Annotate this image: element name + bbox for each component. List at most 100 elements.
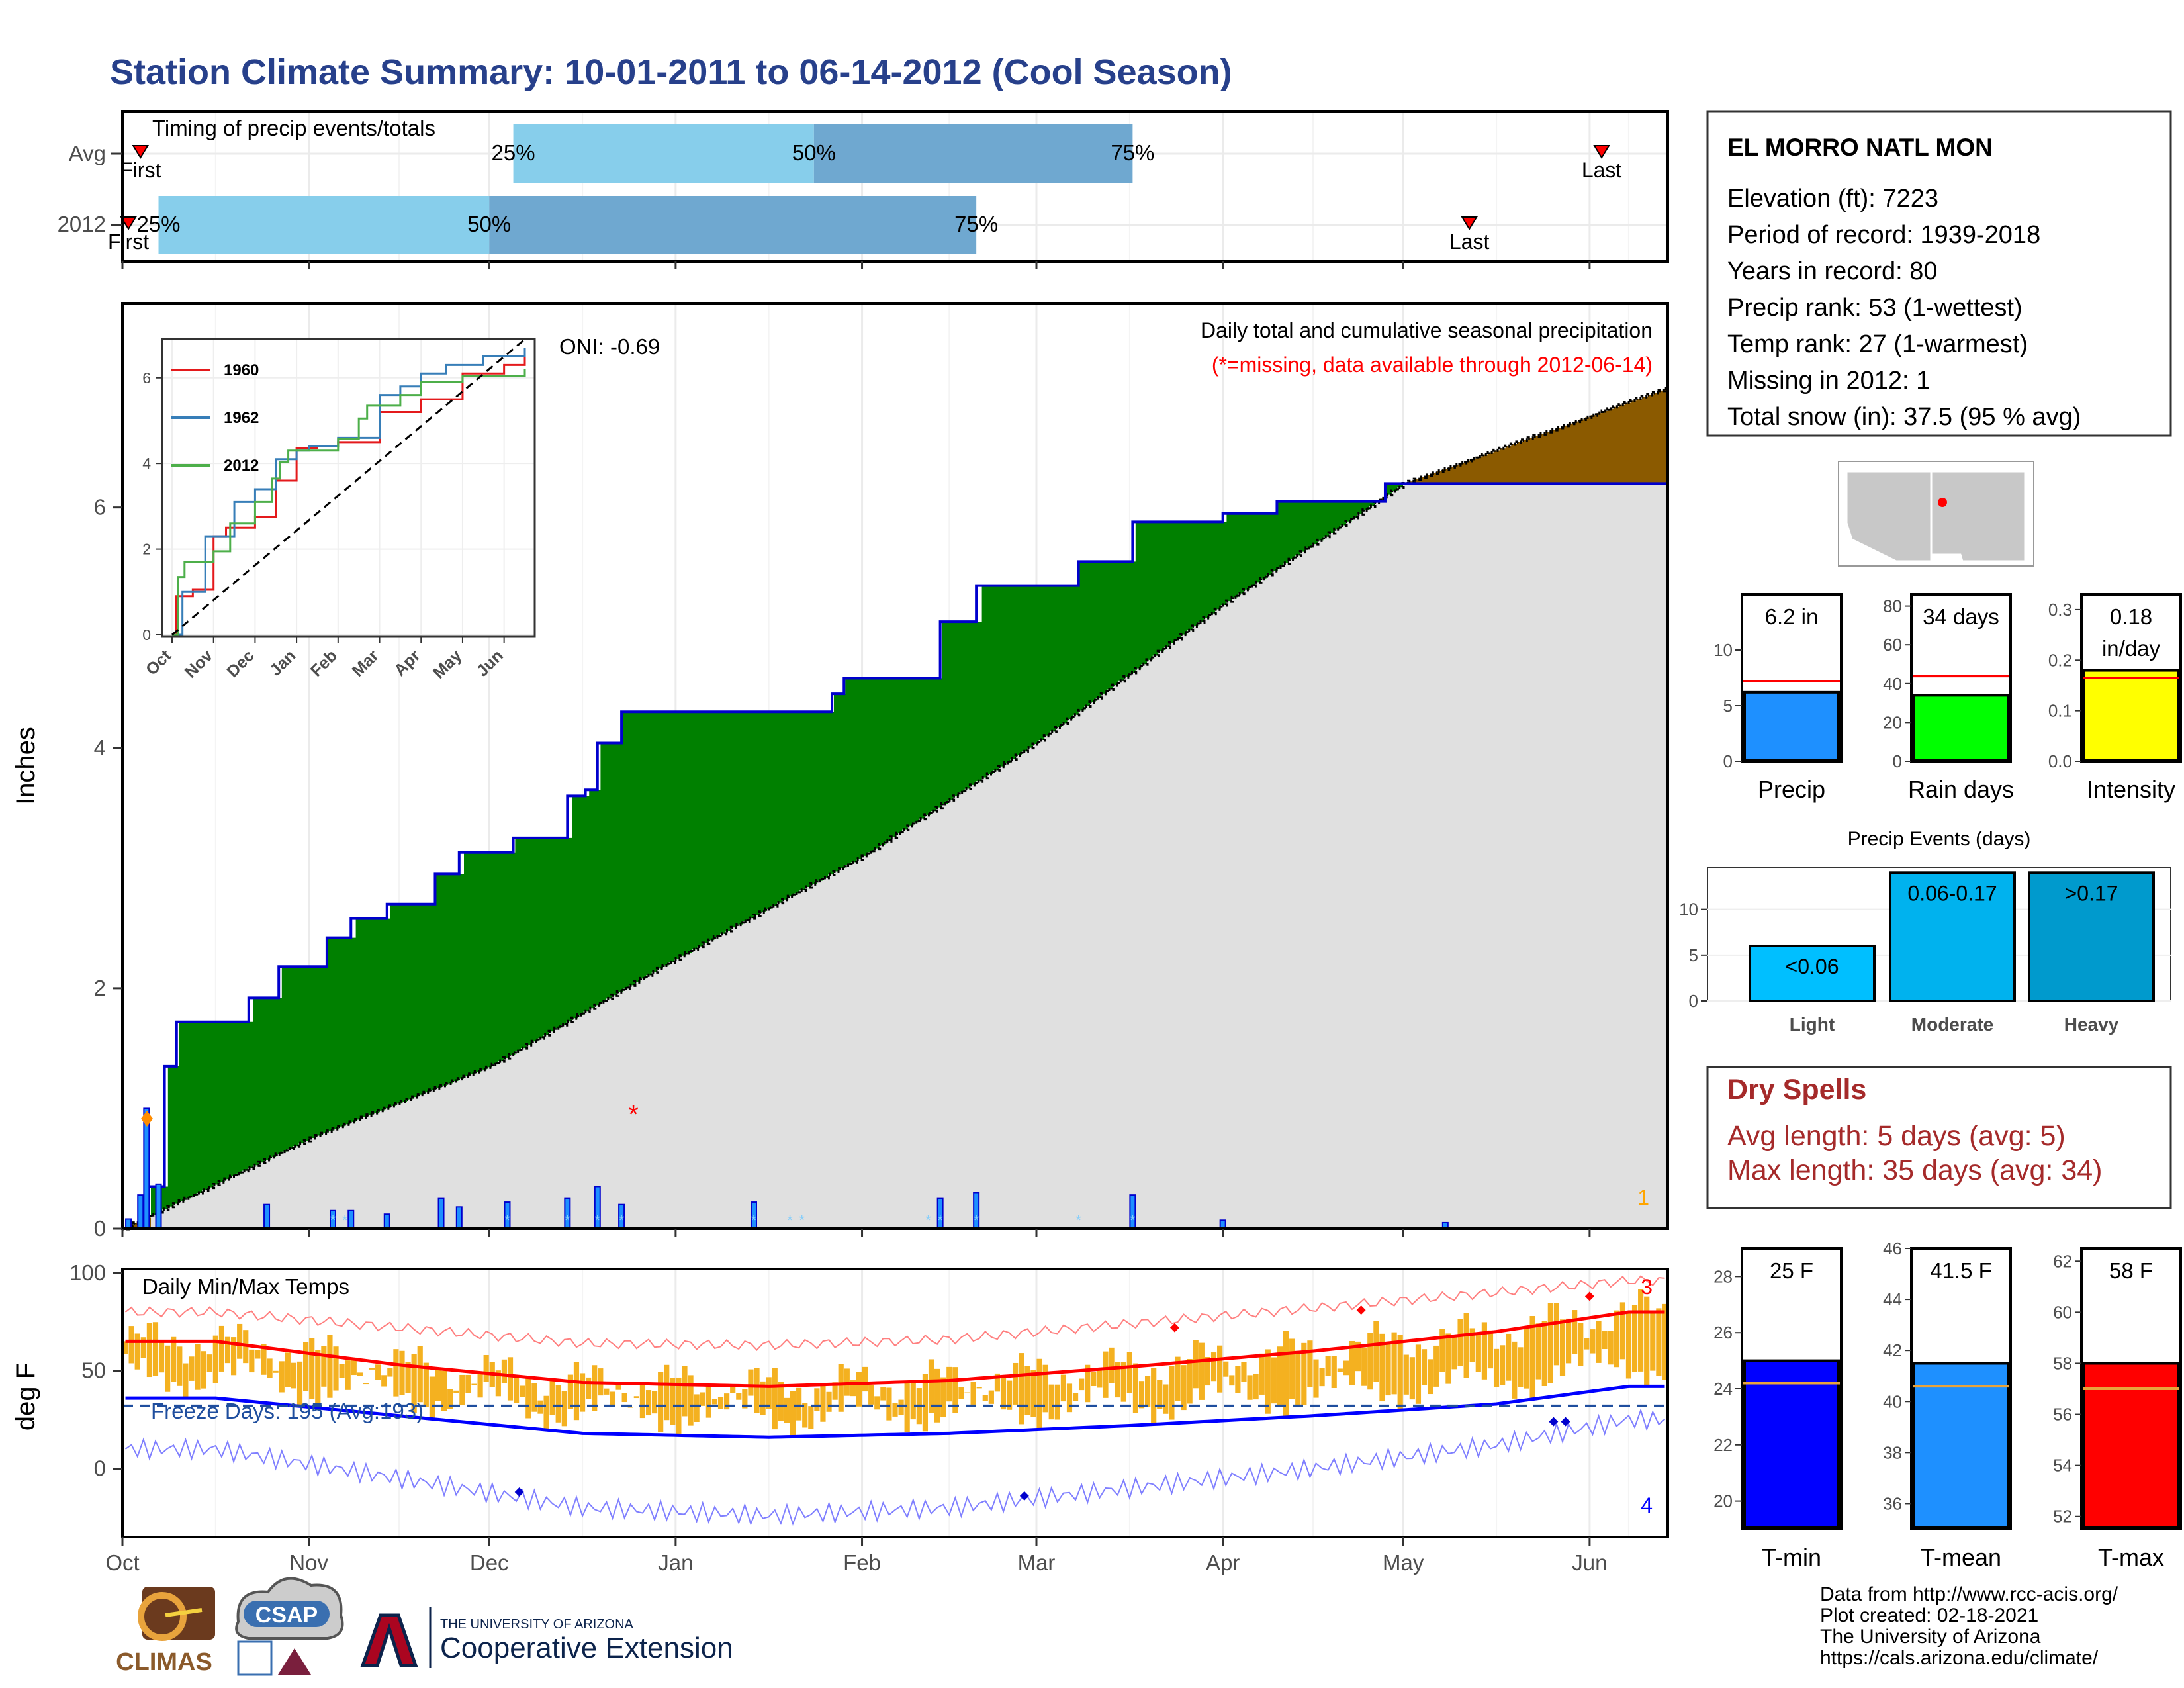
station-precip-rank: Precip rank: 53 (1-wettest) [1727, 294, 2023, 322]
daily-temp-bar [183, 1363, 189, 1397]
daily-temp-bar [165, 1345, 171, 1392]
events-category-label: Light [1790, 1014, 1835, 1035]
credit-plot-created: Plot created: 02-18-2021 [1820, 1605, 2038, 1626]
daily-temp-bar [279, 1361, 285, 1393]
summary-bar-tick-label: 5 [1723, 696, 1733, 716]
temp-y-tick-label: 50 [81, 1358, 106, 1383]
inset-y-tick-label: 0 [142, 626, 151, 643]
daily-temp-bar [670, 1378, 676, 1425]
daily-temp-bar [134, 1333, 140, 1370]
daily-temp-bar [1187, 1358, 1193, 1404]
summary-bar-value-label: 25 F [1770, 1258, 1813, 1283]
daily-temp-bar [1584, 1338, 1590, 1350]
pct25-label: 25% [492, 140, 535, 165]
daily-temp-bar [994, 1373, 1001, 1392]
daily-temp-bar [688, 1375, 694, 1426]
daily-temp-bar [230, 1337, 237, 1376]
daily-temp-bar [982, 1395, 988, 1401]
daily-temp-bar [122, 1341, 128, 1354]
daily-temp-bar [1578, 1323, 1584, 1366]
daily-temp-bar [520, 1385, 525, 1397]
daily-temp-bar [140, 1337, 146, 1358]
daily-temp-bar [772, 1368, 778, 1430]
daily-temp-bar [1265, 1349, 1271, 1414]
daily-temp-bar [212, 1335, 218, 1383]
ua-big-text: Cooperative Extension [440, 1632, 733, 1664]
daily-temp-bar [477, 1372, 483, 1398]
daily-temp-bar [1163, 1384, 1169, 1414]
daily-temp-bar [952, 1367, 958, 1413]
daily-temp-bar [850, 1380, 856, 1397]
station-missing: Missing in 2012: 1 [1727, 367, 1930, 395]
record-min-line [124, 1408, 1666, 1526]
inset-y-tick-label: 2 [142, 541, 151, 558]
daily-precip-bar [155, 1183, 162, 1229]
daily-temp-bar [1307, 1340, 1313, 1387]
daily-temp-bar [357, 1372, 363, 1376]
snow-marker: * [1130, 1212, 1136, 1229]
daily-temp-bar [1355, 1341, 1361, 1372]
summary-bar-value-label: 34 days [1923, 604, 1999, 629]
daily-temp-bar [814, 1388, 820, 1411]
daily-temp-bar [1638, 1289, 1644, 1372]
daily-temp-bar [1469, 1328, 1475, 1362]
daily-temp-bar [177, 1346, 183, 1386]
daily-temp-bar [195, 1344, 201, 1390]
daily-temp-bar [1138, 1381, 1145, 1409]
daily-temp-bar [621, 1393, 627, 1403]
daily-temp-bar [435, 1369, 441, 1401]
inset-legend-label: 1962 [224, 409, 259, 427]
summary-bar-label: T-max [2098, 1544, 2164, 1571]
daily-temp-bar [730, 1383, 736, 1393]
inset-legend-label: 1960 [224, 361, 259, 379]
daily-temp-bar [766, 1377, 772, 1409]
events-bar-label: 0.06-0.17 [1907, 881, 1997, 905]
daily-temp-bar [1259, 1353, 1265, 1395]
summary-bar-tick-label: 58 [2053, 1353, 2072, 1373]
events-tick-label: 0 [1689, 991, 1698, 1011]
daily-temp-bar [639, 1383, 645, 1419]
daily-temp-bar [1060, 1374, 1066, 1402]
precip-y-tick-label: 2 [94, 976, 106, 1000]
events-bar-label: <0.06 [1786, 955, 1839, 978]
daily-temp-bar [1054, 1384, 1060, 1420]
daily-temp-bar [1085, 1364, 1091, 1403]
snow-marker: * [594, 1212, 600, 1229]
summary-bar-value [2083, 669, 2179, 762]
daily-temp-bar [928, 1359, 934, 1413]
daily-temp-bar [1199, 1342, 1205, 1400]
daily-temp-bar [1457, 1319, 1463, 1366]
daily-temp-bar [549, 1380, 555, 1415]
snow-marker: * [787, 1212, 793, 1229]
credit-website: https://cals.arizona.edu/climate/ [1820, 1647, 2099, 1669]
daily-temp-bar [1644, 1296, 1650, 1387]
daily-temp-bar [717, 1397, 724, 1409]
daily-temp-bar [742, 1389, 748, 1409]
daily-temp-bar [1662, 1303, 1668, 1380]
daily-temp-bar [1500, 1345, 1506, 1385]
summary-bar-tick-label: 0 [1723, 751, 1733, 771]
daily-temp-bar [1175, 1356, 1181, 1401]
summary-bar-tick-label: 80 [1883, 596, 1902, 616]
daily-temp-bar [261, 1344, 267, 1375]
precip-summary-bars: 6.2 in 0 5 10 Precip 34 days 0 20 40 60 80 Rain day… [1713, 593, 2182, 803]
daily-temp-bar [501, 1359, 508, 1383]
daily-temp-bar [604, 1388, 610, 1395]
month-tick-label: Nov [289, 1550, 328, 1575]
daily-temp-bar [1210, 1352, 1217, 1382]
daily-precip-bar [125, 1218, 132, 1230]
inset-legend-label: 2012 [224, 457, 259, 475]
summary-bar-tick-label: 36 [1883, 1493, 1902, 1513]
daily-temp-bar [1439, 1329, 1445, 1372]
summary-bar-tick-label: 0.0 [2048, 751, 2072, 771]
summary-bar-value-label: 41.5 F [1930, 1258, 1992, 1283]
daily-temp-bar [441, 1370, 447, 1411]
last-label: Last [1449, 230, 1490, 254]
temp-panel: Daily Min/Max Temps Freeze Days: 195 (Av… [11, 1260, 1669, 1538]
max-record-count: 3 [1641, 1275, 1653, 1299]
snow-marker: * [751, 1212, 757, 1229]
daily-precip-bar [137, 1194, 144, 1230]
daily-temp-bar [267, 1358, 273, 1378]
daily-temp-bar [273, 1370, 279, 1373]
